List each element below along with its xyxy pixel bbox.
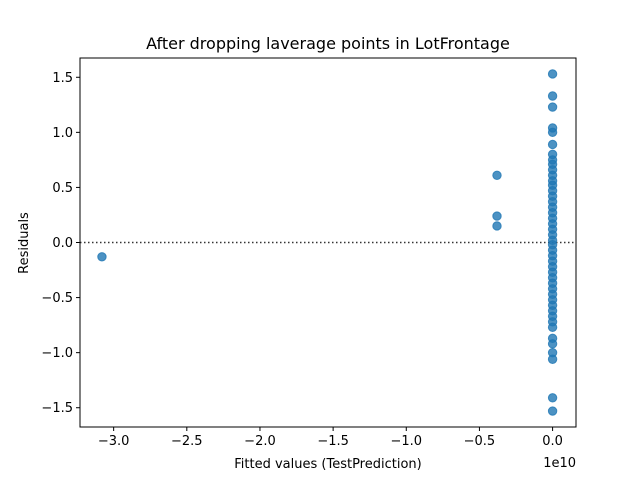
y-tick-label: 1.0 xyxy=(52,126,73,141)
data-point xyxy=(547,339,558,349)
data-point xyxy=(547,91,558,101)
y-tick-label: −1.5 xyxy=(41,401,73,416)
x-tick-label: −1.5 xyxy=(317,434,349,449)
data-point xyxy=(547,102,558,112)
x-tick-label: −1.0 xyxy=(390,434,422,449)
y-tick-label: 0.0 xyxy=(52,236,73,251)
data-point xyxy=(97,252,107,262)
data-point xyxy=(547,406,558,416)
x-tick-label: −2.5 xyxy=(171,434,203,449)
y-axis-label: Residuals xyxy=(17,212,32,274)
data-point xyxy=(547,127,558,138)
y-tick-label: 0.5 xyxy=(52,181,73,196)
y-tick-label: 1.5 xyxy=(52,71,73,86)
x-tick-label: 0.0 xyxy=(542,434,563,449)
data-point xyxy=(547,322,558,333)
x-tick-label: −2.0 xyxy=(244,434,276,449)
y-tick-label: −1.0 xyxy=(41,346,73,361)
x-axis-label: Fitted values (TestPrediction) xyxy=(234,457,421,472)
y-tick-label: −0.5 xyxy=(41,291,73,306)
plot-area: −3.0 −2.5 −2.0 −1.5 −1.0 −0.5 0.0 −1.5 −1.0 −0.5 0… xyxy=(41,57,577,449)
data-point xyxy=(492,211,502,221)
chart-title: After dropping laverage points in LotFro… xyxy=(146,34,510,53)
data-point xyxy=(547,354,558,364)
data-point xyxy=(492,221,502,231)
x-offset-label: 1e10 xyxy=(543,456,576,471)
data-point xyxy=(547,69,558,79)
data-point xyxy=(492,170,502,181)
data-point xyxy=(547,139,558,150)
x-tick-label: −0.5 xyxy=(464,434,496,449)
x-tick-label: −3.0 xyxy=(98,434,130,449)
data-point xyxy=(547,393,558,403)
